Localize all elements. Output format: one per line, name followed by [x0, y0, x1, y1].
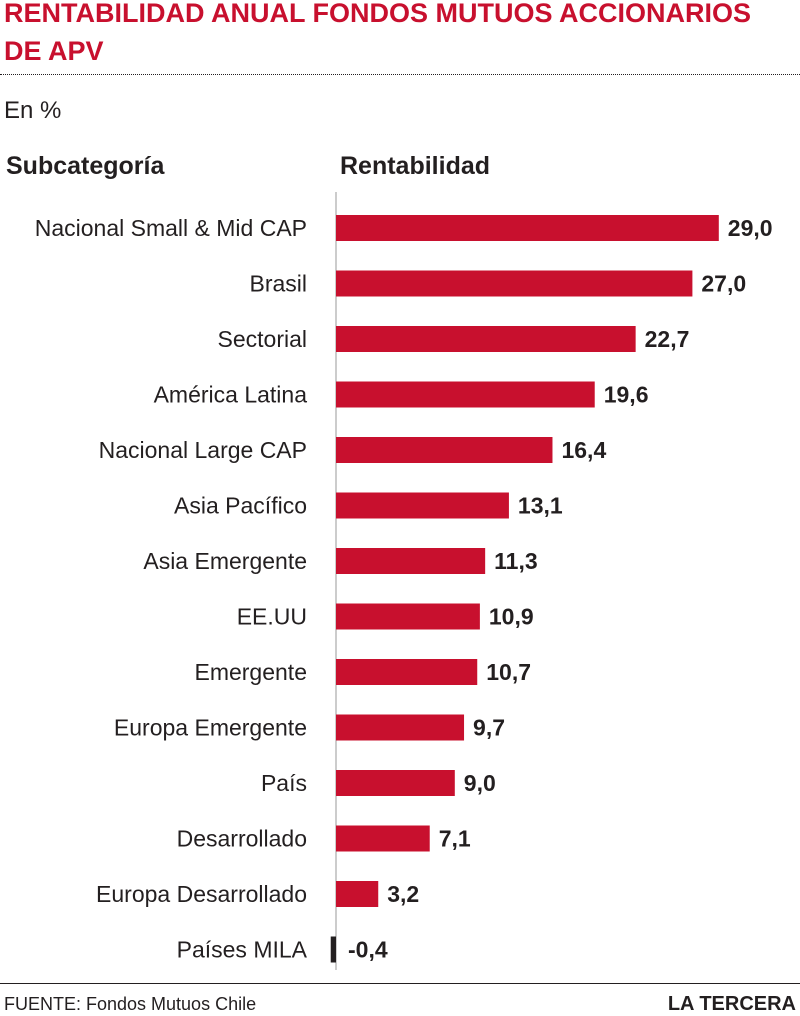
- value-label: 29,0: [728, 215, 773, 241]
- value-label: 7,1: [439, 826, 471, 852]
- value-label: 10,9: [489, 604, 534, 630]
- bar: [336, 770, 455, 796]
- value-label: 10,7: [486, 659, 531, 685]
- value-label: 19,6: [604, 382, 649, 408]
- value-label: 9,7: [473, 715, 505, 741]
- value-label: 9,0: [464, 770, 496, 796]
- value-label: 3,2: [387, 881, 419, 907]
- brand-logo: LA TERCERA: [667, 993, 796, 1015]
- value-label: 13,1: [518, 493, 563, 519]
- bar: [336, 270, 693, 297]
- category-label: Nacional Small & Mid CAP: [35, 215, 307, 241]
- bottom-divider: [0, 983, 800, 984]
- source-note: FUENTE: Fondos Mutuos Chile: [4, 994, 257, 1014]
- value-label: 16,4: [561, 437, 606, 463]
- category-label: Nacional Large CAP: [99, 437, 307, 463]
- bar: [336, 603, 480, 630]
- value-label: -0,4: [348, 937, 388, 963]
- bar-chart: Nacional Small & Mid CAP 29,0 Brasil 27,0 Se…: [35, 192, 773, 970]
- value-label: 27,0: [701, 271, 746, 297]
- category-label: Brasil: [249, 271, 307, 297]
- category-label: Emergente: [194, 659, 307, 685]
- bar: [336, 381, 595, 408]
- bar: [336, 548, 486, 574]
- bar: [336, 215, 719, 241]
- bar: [336, 714, 465, 741]
- bar: [336, 825, 430, 852]
- category-column-header: Subcategoría: [6, 152, 165, 180]
- category-label: Europa Emergente: [114, 715, 307, 741]
- category-label: EE.UU: [237, 604, 307, 630]
- bar: [336, 326, 636, 352]
- value-column-header: Rentabilidad: [340, 152, 491, 180]
- category-label: América Latina: [154, 382, 308, 408]
- value-label: 11,3: [494, 548, 538, 574]
- bar: [336, 881, 379, 907]
- bar: [336, 437, 553, 463]
- category-label: Asia Emergente: [143, 548, 307, 574]
- category-label: Desarrollado: [177, 826, 307, 852]
- category-label: País: [261, 770, 307, 796]
- top-divider: [0, 74, 800, 75]
- chart-title: RENTABILIDAD ANUAL FONDOS MUTUOS ACCIONA…: [4, 0, 751, 66]
- bar: [336, 659, 478, 685]
- value-label: 22,7: [645, 326, 690, 352]
- unit-label: En %: [4, 97, 62, 124]
- category-label: Asia Pacífico: [174, 493, 307, 519]
- category-label: Sectorial: [218, 326, 307, 352]
- bar: [330, 936, 336, 963]
- category-label: Europa Desarrollado: [96, 881, 307, 907]
- bar: [336, 492, 509, 519]
- category-label: Países MILA: [177, 937, 308, 963]
